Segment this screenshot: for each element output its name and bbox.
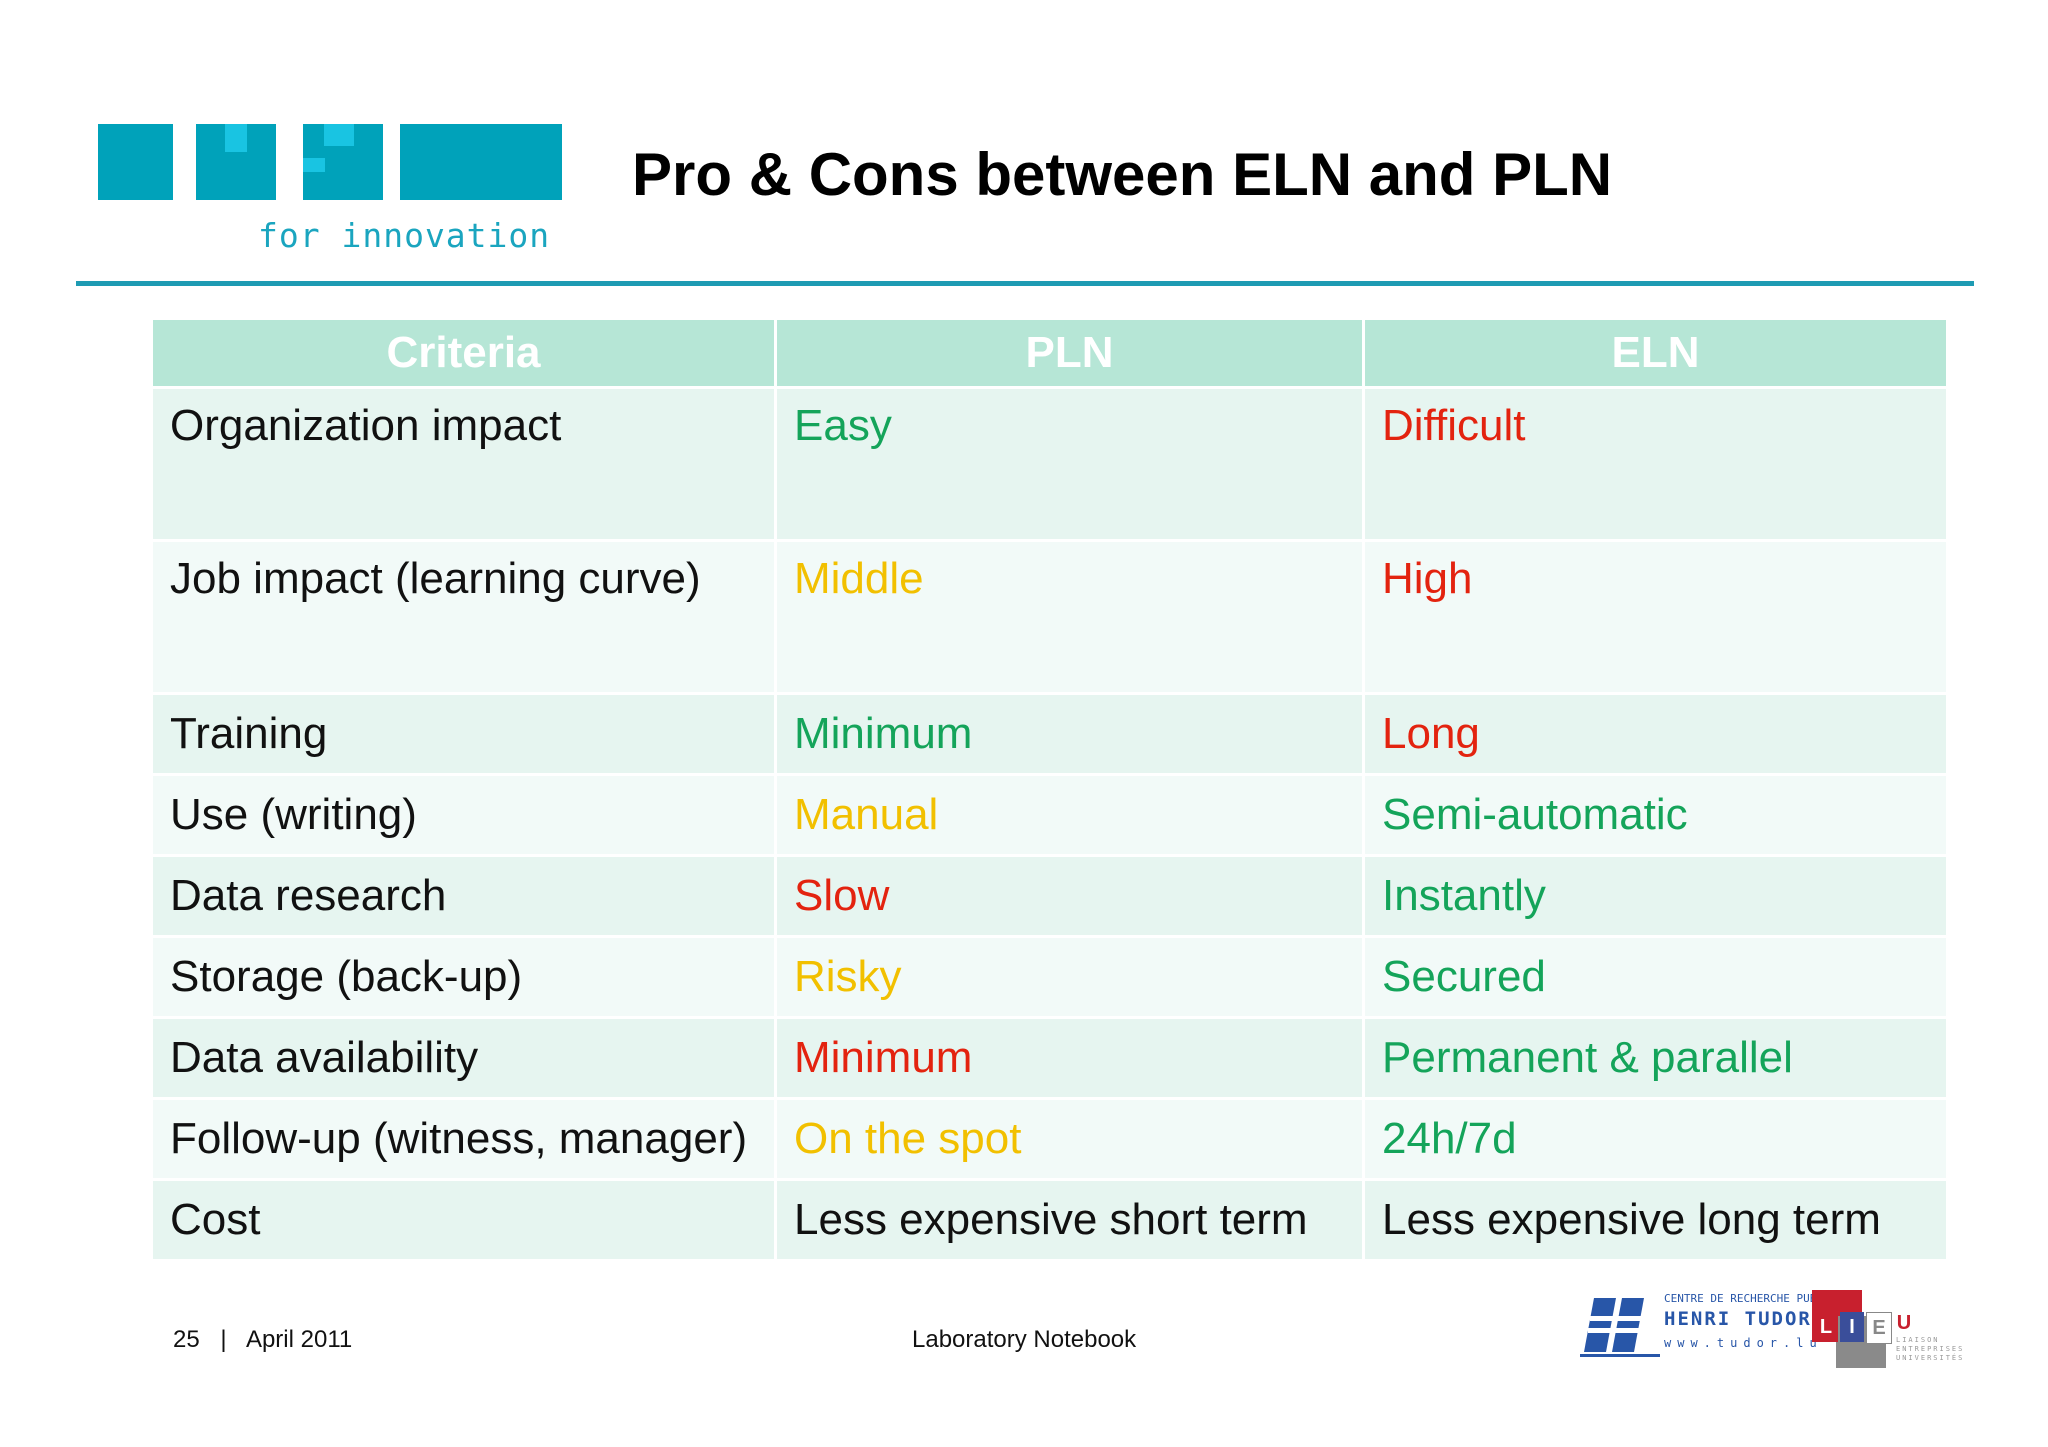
criteria-cell: Job impact (learning curve) bbox=[150, 539, 777, 695]
lieu-letter: U bbox=[1896, 1312, 1912, 1334]
criteria-cell: Cost bbox=[150, 1178, 777, 1262]
tudor-line2: HENRI TUDOR bbox=[1664, 1308, 1812, 1330]
criteria-cell: Organization impact bbox=[150, 386, 777, 542]
eln-cell: Instantly bbox=[1362, 854, 1949, 938]
criteria-cell: Training bbox=[150, 692, 777, 776]
eln-cell: Permanent & parallel bbox=[1362, 1016, 1949, 1100]
header-criteria: Criteria bbox=[150, 317, 777, 389]
table-row: Data research Slow Instantly bbox=[150, 854, 1949, 938]
table-row: Job impact (learning curve) Middle High bbox=[150, 539, 1949, 695]
table-row: Cost Less expensive short term Less expe… bbox=[150, 1178, 1949, 1262]
tudor-emblem-icon bbox=[1580, 1298, 1660, 1357]
pln-cell: On the spot bbox=[774, 1097, 1365, 1181]
footer-page-info: 25 | April 2011 bbox=[173, 1326, 352, 1354]
page-number: 25 bbox=[173, 1326, 200, 1353]
eln-cell: Secured bbox=[1362, 935, 1949, 1019]
lieu-words: LIAISON ENTREPRISES UNIVERSITÉS bbox=[1896, 1336, 1964, 1363]
criteria-cell: Follow-up (witness, manager) bbox=[150, 1097, 777, 1181]
header-divider bbox=[76, 281, 1974, 286]
pln-cell: Minimum bbox=[774, 692, 1365, 776]
header-eln: ELN bbox=[1362, 317, 1949, 389]
pln-cell: Minimum bbox=[774, 1016, 1365, 1100]
pln-cell: Easy bbox=[774, 386, 1365, 542]
footer-date: April 2011 bbox=[245, 1326, 353, 1353]
lieu-word: ENTREPRISES bbox=[1896, 1345, 1965, 1353]
pln-cell: Risky bbox=[774, 935, 1365, 1019]
criteria-cell: Storage (back-up) bbox=[150, 935, 777, 1019]
eln-cell: Less expensive long term bbox=[1362, 1178, 1949, 1262]
table-row: Use (writing) Manual Semi-automatic bbox=[150, 773, 1949, 857]
lieu-letter: I bbox=[1840, 1312, 1864, 1342]
pln-cell: Middle bbox=[774, 539, 1365, 695]
table-row: Training Minimum Long bbox=[150, 692, 1949, 776]
logo-tagline: for innovation bbox=[258, 216, 551, 255]
table-header-row: Criteria PLN ELN bbox=[150, 317, 1949, 389]
pln-cell: Slow bbox=[774, 854, 1365, 938]
lieu-logo: L I E U LIAISON ENTREPRISES UNIVERSITÉS bbox=[1810, 1290, 1970, 1370]
footer-title: Laboratory Notebook bbox=[912, 1326, 1137, 1353]
eln-cell: 24h/7d bbox=[1362, 1097, 1949, 1181]
tudor-line3: www.tudor.lu bbox=[1664, 1336, 1823, 1350]
footer-separator: | bbox=[220, 1326, 227, 1353]
eln-cell: Long bbox=[1362, 692, 1949, 776]
comparison-table: Criteria PLN ELN Organization impact Eas… bbox=[150, 317, 1949, 1262]
logo-block-highlight bbox=[303, 158, 325, 172]
table-row: Data availability Minimum Permanent & pa… bbox=[150, 1016, 1949, 1100]
page-title: Pro & Cons between ELN and PLN bbox=[632, 141, 1613, 208]
criteria-cell: Data research bbox=[150, 854, 777, 938]
logo-block-highlight bbox=[225, 124, 247, 152]
lieu-letter: L bbox=[1814, 1312, 1838, 1342]
pln-cell: Less expensive short term bbox=[774, 1178, 1365, 1262]
logo bbox=[98, 124, 562, 200]
pln-cell: Manual bbox=[774, 773, 1365, 857]
tudor-line1: CENTRE DE RECHERCHE PUBLIC bbox=[1664, 1292, 1837, 1305]
logo-block bbox=[482, 124, 562, 200]
lieu-word: LIAISON bbox=[1896, 1336, 1940, 1344]
table-row: Organization impact Easy Difficult bbox=[150, 386, 1949, 542]
lieu-letter: E bbox=[1866, 1312, 1892, 1344]
header-pln: PLN bbox=[774, 317, 1365, 389]
lieu-word: UNIVERSITÉS bbox=[1896, 1354, 1965, 1362]
eln-cell: High bbox=[1362, 539, 1949, 695]
tudor-logo: CENTRE DE RECHERCHE PUBLIC HENRI TUDOR w… bbox=[1580, 1288, 1836, 1366]
eln-cell: Semi-automatic bbox=[1362, 773, 1949, 857]
criteria-cell: Use (writing) bbox=[150, 773, 777, 857]
logo-block bbox=[98, 124, 173, 200]
table-row: Storage (back-up) Risky Secured bbox=[150, 935, 1949, 1019]
eln-cell: Difficult bbox=[1362, 386, 1949, 542]
table-row: Follow-up (witness, manager) On the spot… bbox=[150, 1097, 1949, 1181]
criteria-cell: Data availability bbox=[150, 1016, 777, 1100]
logo-block-highlight bbox=[324, 124, 354, 146]
